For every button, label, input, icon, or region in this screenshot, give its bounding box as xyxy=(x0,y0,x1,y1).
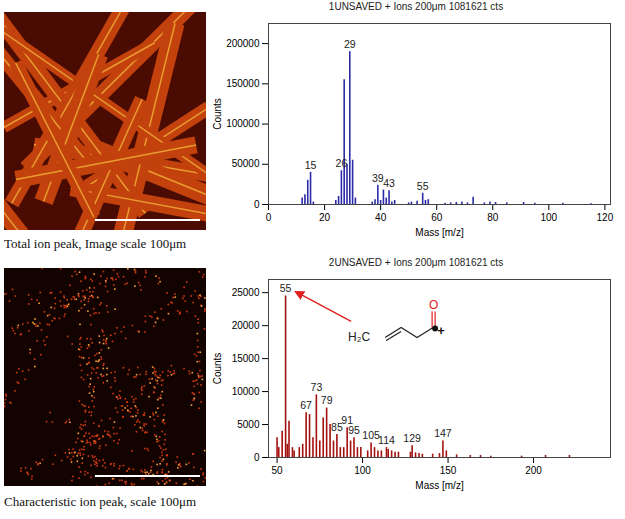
svg-text:O: O xyxy=(429,298,438,312)
svg-text:85: 85 xyxy=(331,420,343,433)
svg-text:Mass [m/z]: Mass [m/z] xyxy=(415,480,464,491)
svg-text:200: 200 xyxy=(525,465,542,476)
svg-text:39: 39 xyxy=(372,172,384,184)
svg-text:150000: 150000 xyxy=(226,78,260,89)
svg-text:Mass [m/z]: Mass [m/z] xyxy=(415,227,464,238)
svg-text:15: 15 xyxy=(305,159,317,171)
svg-text:73: 73 xyxy=(311,381,323,393)
svg-text:200000: 200000 xyxy=(226,38,260,49)
svg-text:Counts: Counts xyxy=(212,353,223,385)
svg-text:0: 0 xyxy=(254,452,260,463)
svg-text:50: 50 xyxy=(271,465,283,476)
svg-text:20: 20 xyxy=(319,212,331,223)
svg-text:114: 114 xyxy=(378,434,395,446)
svg-text:91: 91 xyxy=(341,414,353,427)
svg-text:26: 26 xyxy=(336,157,348,169)
svg-text:105: 105 xyxy=(362,429,380,442)
svg-text:29: 29 xyxy=(344,38,356,50)
svg-text:100: 100 xyxy=(354,465,371,476)
svg-text:67: 67 xyxy=(300,399,312,411)
svg-text:43: 43 xyxy=(383,177,395,189)
svg-text:20000: 20000 xyxy=(232,320,260,331)
svg-text:95: 95 xyxy=(348,424,360,436)
svg-text:5000: 5000 xyxy=(237,419,260,430)
svg-text:10000: 10000 xyxy=(232,386,260,397)
svg-text:147: 147 xyxy=(434,427,452,439)
html-text:2UNSAVED + Ions 200μm 1081621: 2UNSAVED + Ions 200μm 1081621 cts xyxy=(328,257,504,268)
svg-text:120: 120 xyxy=(597,212,614,223)
svg-text:79: 79 xyxy=(321,394,333,406)
svg-text:+: + xyxy=(437,323,445,338)
svg-text:25000: 25000 xyxy=(232,287,260,298)
svg-text:55: 55 xyxy=(417,180,429,192)
svg-text:Counts: Counts xyxy=(212,98,223,130)
html-text:Total ion peak, Image scale 10: Total ion peak, Image scale 100μm xyxy=(4,236,187,251)
svg-text:50000: 50000 xyxy=(232,158,260,169)
svg-text:55: 55 xyxy=(280,282,292,294)
svg-text:0: 0 xyxy=(266,212,272,223)
svg-text:100000: 100000 xyxy=(226,118,260,129)
svg-text:15000: 15000 xyxy=(232,353,260,364)
svg-text:129: 129 xyxy=(403,432,421,444)
html-text:1UNSAVED + Ions 200μm 1081621: 1UNSAVED + Ions 200μm 1081621 cts xyxy=(328,1,504,12)
svg-text:150: 150 xyxy=(440,465,457,476)
svg-text:100: 100 xyxy=(540,212,557,223)
svg-text:60: 60 xyxy=(431,212,443,223)
svg-text:80: 80 xyxy=(487,212,499,223)
svg-text:40: 40 xyxy=(375,212,387,223)
svg-text:0: 0 xyxy=(254,199,260,210)
html-text:Characteristic ion peak, scale: Characteristic ion peak, scale 100μm xyxy=(4,494,197,509)
svg-text:H₂C: H₂C xyxy=(348,330,370,344)
